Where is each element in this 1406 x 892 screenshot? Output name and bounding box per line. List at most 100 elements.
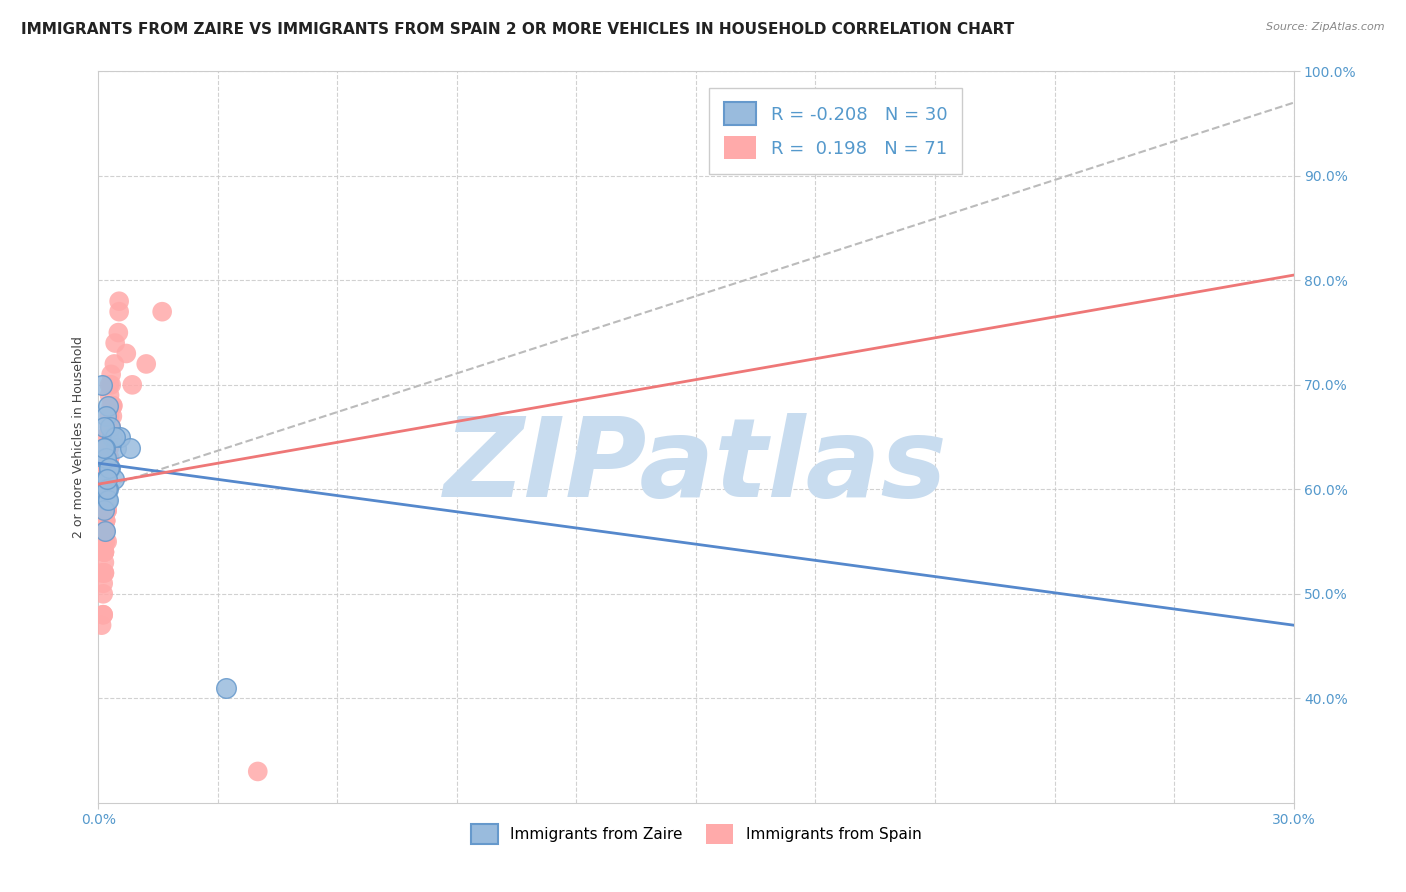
Point <box>97 483 120 497</box>
Point <box>101 430 124 444</box>
Point <box>93 545 115 559</box>
Point <box>94 514 117 528</box>
Point <box>104 336 127 351</box>
Point <box>94 472 117 486</box>
Point <box>91 607 114 622</box>
Text: ZIPatlas: ZIPatlas <box>444 413 948 520</box>
Point <box>91 576 114 591</box>
Point <box>94 450 117 465</box>
Point <box>98 388 121 402</box>
Point <box>94 503 117 517</box>
Point <box>97 441 120 455</box>
Point <box>100 368 122 382</box>
Text: IMMIGRANTS FROM ZAIRE VS IMMIGRANTS FROM SPAIN 2 OR MORE VEHICLES IN HOUSEHOLD C: IMMIGRANTS FROM ZAIRE VS IMMIGRANTS FROM… <box>21 22 1014 37</box>
Point <box>93 514 115 528</box>
Point <box>135 357 157 371</box>
Point <box>90 566 112 580</box>
Point <box>107 326 129 340</box>
Point <box>96 450 118 465</box>
Point <box>93 524 115 538</box>
Point <box>97 430 120 444</box>
Point <box>120 441 142 455</box>
Point <box>100 419 122 434</box>
Point <box>93 566 115 580</box>
Point <box>94 472 117 486</box>
Point <box>96 409 118 424</box>
Point <box>115 346 138 360</box>
Point <box>91 534 114 549</box>
Point <box>97 492 120 507</box>
Point <box>101 399 124 413</box>
Point <box>91 607 114 622</box>
Point <box>94 450 117 465</box>
Point <box>93 503 115 517</box>
Point <box>93 545 115 559</box>
Point <box>96 483 118 497</box>
Point <box>98 450 121 465</box>
Point <box>103 472 125 486</box>
Point <box>94 534 117 549</box>
Y-axis label: 2 or more Vehicles in Household: 2 or more Vehicles in Household <box>72 336 84 538</box>
Point <box>96 534 118 549</box>
Point <box>96 503 118 517</box>
Point <box>103 357 125 371</box>
Point <box>93 566 115 580</box>
Point <box>91 514 114 528</box>
Point <box>98 419 121 434</box>
Point <box>97 441 120 455</box>
Point <box>150 304 173 318</box>
Point <box>96 483 118 497</box>
Point <box>108 294 131 309</box>
Point <box>98 461 122 475</box>
Point <box>94 483 117 497</box>
Point <box>110 430 132 444</box>
Point <box>93 441 115 455</box>
Point <box>91 587 114 601</box>
Point <box>91 503 114 517</box>
Point <box>97 450 120 465</box>
Point <box>98 377 121 392</box>
Point <box>96 450 118 465</box>
Point <box>100 399 122 413</box>
Point <box>104 430 127 444</box>
Point <box>108 304 131 318</box>
Text: Source: ZipAtlas.com: Source: ZipAtlas.com <box>1267 22 1385 32</box>
Point <box>91 483 114 497</box>
Point <box>93 483 115 497</box>
Point <box>90 534 112 549</box>
Point <box>94 472 117 486</box>
Point <box>96 503 118 517</box>
Point <box>96 472 118 486</box>
Point <box>94 514 117 528</box>
Point <box>93 545 115 559</box>
Point <box>105 441 128 455</box>
Point <box>98 419 121 434</box>
Point <box>98 409 121 424</box>
Point <box>97 399 120 413</box>
Point <box>98 441 121 455</box>
Point <box>93 450 115 465</box>
Point <box>93 556 115 570</box>
Point <box>91 461 114 475</box>
Point <box>97 461 120 475</box>
Point <box>215 681 238 695</box>
Point <box>94 441 117 455</box>
Point <box>96 492 118 507</box>
Point <box>98 461 121 475</box>
Legend: Immigrants from Zaire, Immigrants from Spain: Immigrants from Zaire, Immigrants from S… <box>464 818 928 850</box>
Point <box>90 618 112 632</box>
Point <box>94 503 117 517</box>
Point <box>98 419 121 434</box>
Point <box>96 472 118 486</box>
Point <box>94 503 117 517</box>
Point <box>94 524 117 538</box>
Point <box>94 514 117 528</box>
Point <box>121 377 143 392</box>
Point <box>94 430 117 444</box>
Point <box>91 377 114 392</box>
Point <box>93 419 115 434</box>
Point <box>94 524 117 538</box>
Point <box>96 483 118 497</box>
Point <box>96 461 118 475</box>
Point <box>246 764 269 779</box>
